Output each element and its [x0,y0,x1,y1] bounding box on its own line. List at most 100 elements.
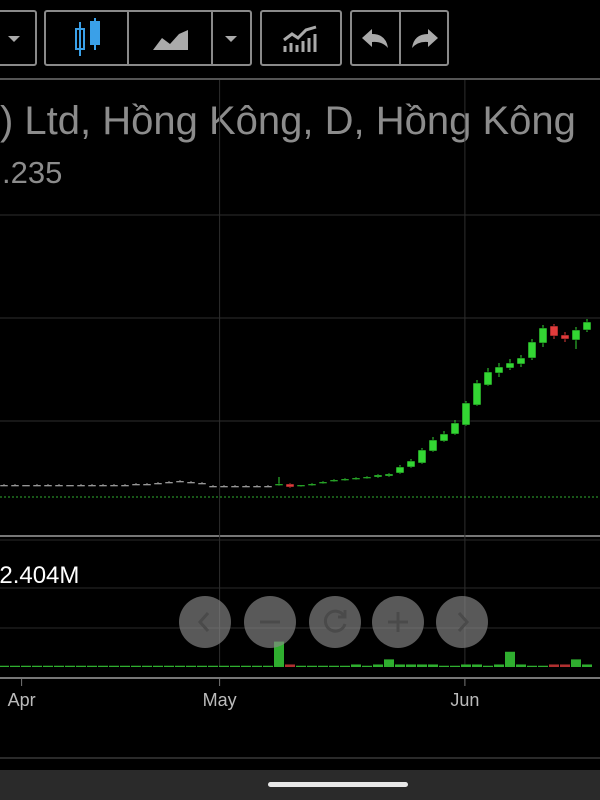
volume-bar [406,664,416,667]
candle-body [362,476,372,479]
volume-bar [318,665,328,667]
candle-body [296,484,306,487]
volume-bar [472,664,482,667]
candle-body [494,366,504,374]
volume-bar [21,665,31,667]
right-icon [457,612,470,632]
candle-body [428,439,438,452]
volume-bar [98,665,108,667]
undo-icon[interactable] [362,29,388,48]
volume-bar [329,665,339,667]
candle-body [450,422,460,435]
candle-body [472,382,482,406]
dropdown-icon [225,36,237,42]
volume-bar [43,665,53,667]
volume-bar [87,665,97,667]
volume-bar [307,665,317,667]
volume-bar [461,664,471,667]
candle-body [87,484,97,487]
volume-bar [373,664,383,667]
candle-body [560,334,570,340]
volume-bar [395,664,405,667]
candle-body [417,449,427,464]
candle-body [186,481,196,484]
redo-icon[interactable] [412,29,438,48]
volume-bar [263,665,273,667]
left-icon [197,612,210,632]
volume-bar [109,665,119,667]
candle-body [582,321,592,331]
scroll-right-button[interactable] [436,596,488,648]
candle-body [527,341,537,359]
volume-bar [417,664,427,667]
dropdown-button[interactable] [0,10,37,66]
volume-bar [549,664,559,667]
volume-bar [351,664,361,667]
volume-bar [538,665,548,667]
candle-body [120,484,130,487]
candle-body [241,485,251,488]
candle-body [329,479,339,482]
candle-body [219,485,229,488]
candle-body [65,484,75,487]
candle-icon [75,18,100,56]
volume-bar [230,665,240,667]
candle-body [538,327,548,344]
candle-body [98,484,108,487]
volume-bar [439,665,449,667]
chart-type-group[interactable] [44,10,252,66]
volume-bar [483,665,493,667]
candle-body [340,478,350,481]
toolbar [0,10,449,66]
candle-body [230,485,240,488]
volume-bar [153,665,163,667]
volume-bar [428,664,438,667]
volume-bar [450,665,460,667]
reset-icon [323,609,347,633]
candle-body [131,483,141,486]
volume-bar [164,665,174,667]
volume-bar [131,665,141,667]
candle-body [285,483,295,488]
volume-bar [527,665,537,667]
candle-body [406,460,416,468]
volume-bar [560,664,570,667]
volume-bar [219,665,229,667]
volume-bar [54,665,64,667]
candle-body [307,483,317,486]
candle-body [373,474,383,478]
candle-body [76,484,86,487]
volume-bar [362,665,372,667]
volume-bar [582,664,592,667]
candle-body [461,402,471,426]
volume-bar [0,665,9,667]
volume-bar [252,665,262,667]
candle-body [439,433,449,442]
candle-body [516,357,526,365]
volume-bar [340,665,350,667]
candle-body [252,485,262,488]
scroll-left-button[interactable] [179,596,231,648]
reset-button[interactable] [309,596,361,648]
candle-body [208,485,218,488]
volume-bar [516,664,526,667]
candle-body [0,484,9,487]
home-indicator[interactable] [268,782,408,787]
volume-bar [241,665,251,667]
volume-bar [32,665,42,667]
candle-body [21,484,31,487]
indicators-button[interactable] [260,10,342,66]
price-label: .235 [2,155,62,190]
candle-body [384,473,394,477]
candle-body [505,362,515,369]
candle-body [54,484,64,487]
plot: Apr May Jun [0,80,600,710]
volume-bar [142,665,152,667]
volume-bar [76,665,86,667]
volume-bar [571,659,581,667]
area-icon [153,30,188,50]
zoom-controls [179,596,488,648]
indicators-icon [283,25,317,52]
